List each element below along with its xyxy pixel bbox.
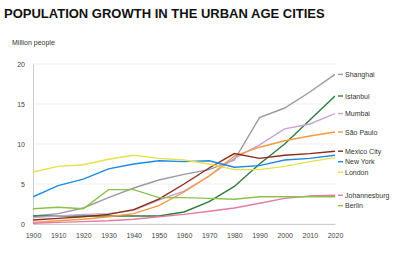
x-tick-label: 1980 — [227, 232, 243, 239]
x-tick: 1940 — [126, 224, 142, 239]
series-line — [33, 155, 335, 197]
y-axis: 0 5 10 15 20 — [17, 61, 33, 228]
x-axis: 1900 1910 1920 1930 1940 1950 1960 1970 1980 1990… — [26, 224, 344, 239]
x-tick: 1960 — [177, 224, 193, 239]
y-tick-label: 20 — [17, 61, 25, 68]
y-tick-label: 0 — [21, 221, 25, 228]
lines — [33, 74, 335, 223]
grid — [33, 64, 335, 224]
x-tick-label: 1970 — [202, 232, 218, 239]
x-tick: 1910 — [51, 224, 67, 239]
x-tick: 1990 — [252, 224, 268, 239]
x-tick-label: 1930 — [101, 232, 117, 239]
legend-swatch — [338, 161, 343, 162]
y-axis-title: Million people — [12, 39, 55, 47]
grid-line — [33, 144, 335, 145]
series-line — [33, 151, 335, 220]
legend-swatch — [338, 113, 343, 114]
x-tick-label: 2010 — [303, 232, 319, 239]
legend-swatch — [338, 131, 343, 132]
x-tick-label: 1950 — [152, 232, 168, 239]
y-tick: 5 — [21, 181, 33, 188]
x-tick-label: 1990 — [252, 232, 268, 239]
plot: 0 5 10 15 20 1900 1910 1920 1930 1940 1950 1960 1970… — [17, 61, 343, 239]
y-axis-line — [33, 65, 34, 225]
legend-swatch — [338, 194, 343, 195]
legend-swatch — [338, 95, 343, 96]
series-line — [33, 114, 335, 218]
y-tick-label: 10 — [17, 141, 25, 148]
x-tick: 1900 — [26, 224, 42, 239]
legend: Shanghai Istanbul Mumbai São Paulo Mexico Ci… — [338, 71, 389, 209]
x-tick-label: 1940 — [126, 232, 142, 239]
y-tick: 15 — [17, 101, 33, 108]
x-tick-label: 2020 — [328, 232, 344, 239]
series-line — [33, 195, 335, 223]
x-tick: 2020 — [328, 224, 344, 239]
y-tick: 10 — [17, 141, 33, 148]
series-line — [33, 155, 335, 172]
series-line — [33, 74, 335, 216]
legend-label: Shanghai — [345, 71, 375, 79]
x-tick: 2000 — [277, 224, 293, 239]
grid-line — [33, 224, 335, 225]
legend-swatch — [338, 171, 343, 172]
series-line — [33, 132, 335, 222]
x-tick-label: 1900 — [26, 232, 42, 239]
legend-swatch — [338, 74, 343, 75]
x-tick: 1930 — [101, 224, 117, 239]
grid-line — [33, 64, 335, 65]
legend-label: Istanbul — [345, 93, 370, 100]
x-tick: 1970 — [202, 224, 218, 239]
x-axis-line — [34, 224, 336, 225]
x-tick-label: 2000 — [277, 232, 293, 239]
legend-label: Mexico City — [345, 148, 382, 156]
legend-label: Mumbai — [345, 110, 370, 117]
chart: POPULATION GROWTH IN THE URBAN AGE CITIE… — [0, 0, 396, 254]
legend-label: Berlin — [345, 202, 363, 209]
x-tick: 1950 — [152, 224, 168, 239]
series-line — [33, 190, 335, 209]
y-tick-label: 15 — [17, 101, 25, 108]
y-tick: 20 — [17, 61, 33, 68]
legend-swatch — [338, 205, 343, 206]
legend-label: Johannesburg — [345, 192, 389, 200]
y-tick: 0 — [21, 221, 33, 228]
legend-label: London — [345, 169, 368, 176]
title: POPULATION GROWTH IN THE URBAN AGE CITIE… — [4, 6, 325, 21]
x-tick-label: 1960 — [177, 232, 193, 239]
x-tick: 1920 — [76, 224, 92, 239]
y-tick-label: 5 — [21, 181, 25, 188]
legend-label: São Paulo — [345, 129, 377, 136]
legend-swatch — [338, 150, 343, 151]
x-tick: 1980 — [227, 224, 243, 239]
x-tick-label: 1920 — [76, 232, 92, 239]
legend-label: New York — [345, 158, 375, 165]
x-tick: 2010 — [303, 224, 319, 239]
x-tick-label: 1910 — [51, 232, 67, 239]
